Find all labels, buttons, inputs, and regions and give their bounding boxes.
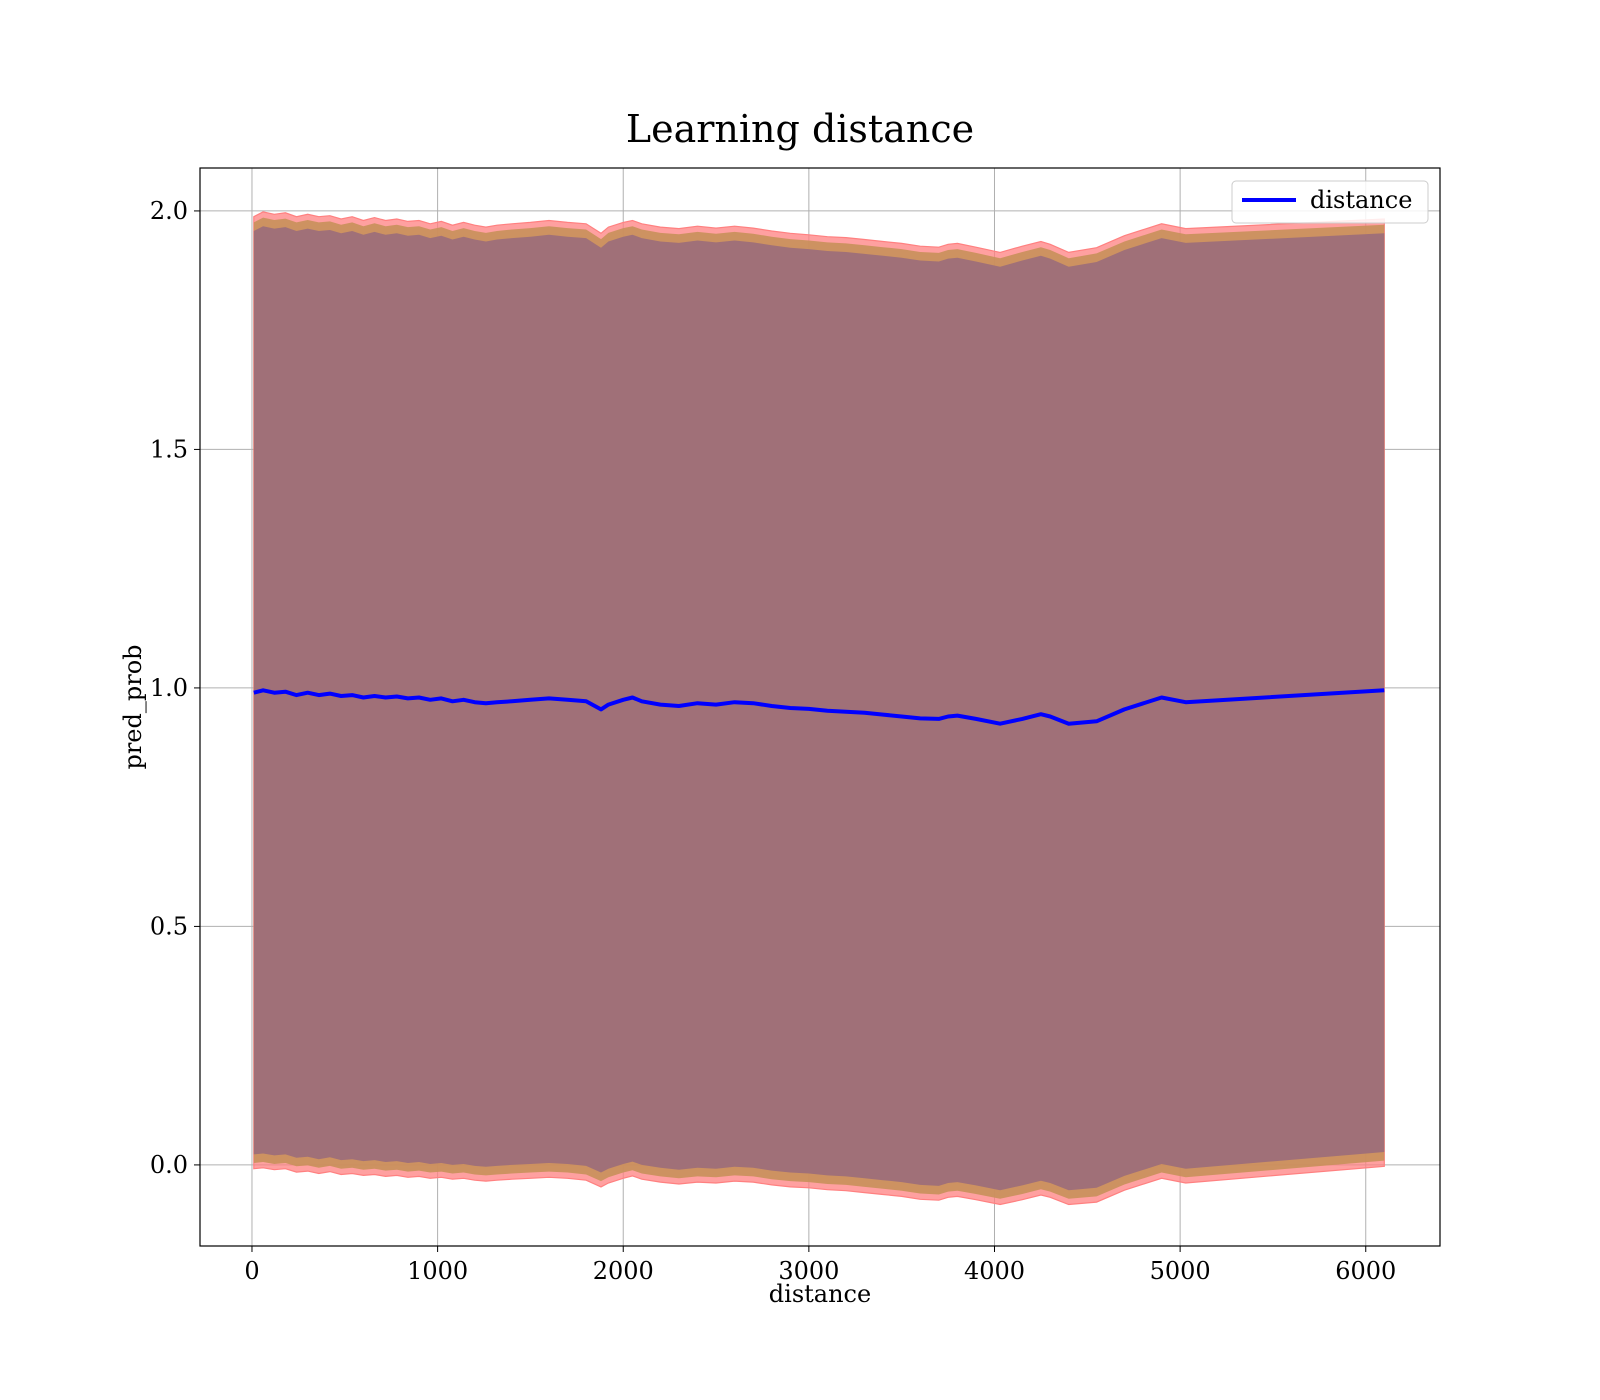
y-axis-ticks: 0.0 0.5 1.0 1.5 2.0 — [150, 197, 200, 1179]
chart-title: Learning distance — [626, 107, 974, 151]
legend: distance — [1231, 180, 1429, 224]
y-tick-label: 0.5 — [150, 912, 188, 940]
x-axis-label: distance — [769, 1280, 871, 1308]
y-tick-label: 1.5 — [150, 435, 188, 463]
y-tick-label: 1.0 — [150, 674, 188, 702]
x-tick-label: 0 — [244, 1257, 259, 1285]
y-axis-label: pred_prob — [119, 644, 147, 769]
series-line-distance — [253, 688, 1385, 726]
x-tick-label: 3000 — [778, 1257, 839, 1285]
x-tick-label: 5000 — [1150, 1257, 1211, 1285]
legend-entry-distance: distance — [1310, 186, 1412, 214]
x-tick-label: 4000 — [964, 1257, 1025, 1285]
y-tick-label: 0.0 — [150, 1151, 188, 1179]
plot-frame — [199, 167, 1441, 1247]
x-tick-label: 2000 — [593, 1257, 654, 1285]
x-tick-label: 1000 — [407, 1257, 468, 1285]
legend-box — [1231, 180, 1429, 224]
y-tick-label: 2.0 — [150, 197, 188, 225]
series-lines — [253, 688, 1385, 726]
x-axis-ticks: 0 1000 2000 3000 4000 5000 6000 — [244, 1246, 1396, 1285]
x-tick-label: 6000 — [1335, 1257, 1396, 1285]
